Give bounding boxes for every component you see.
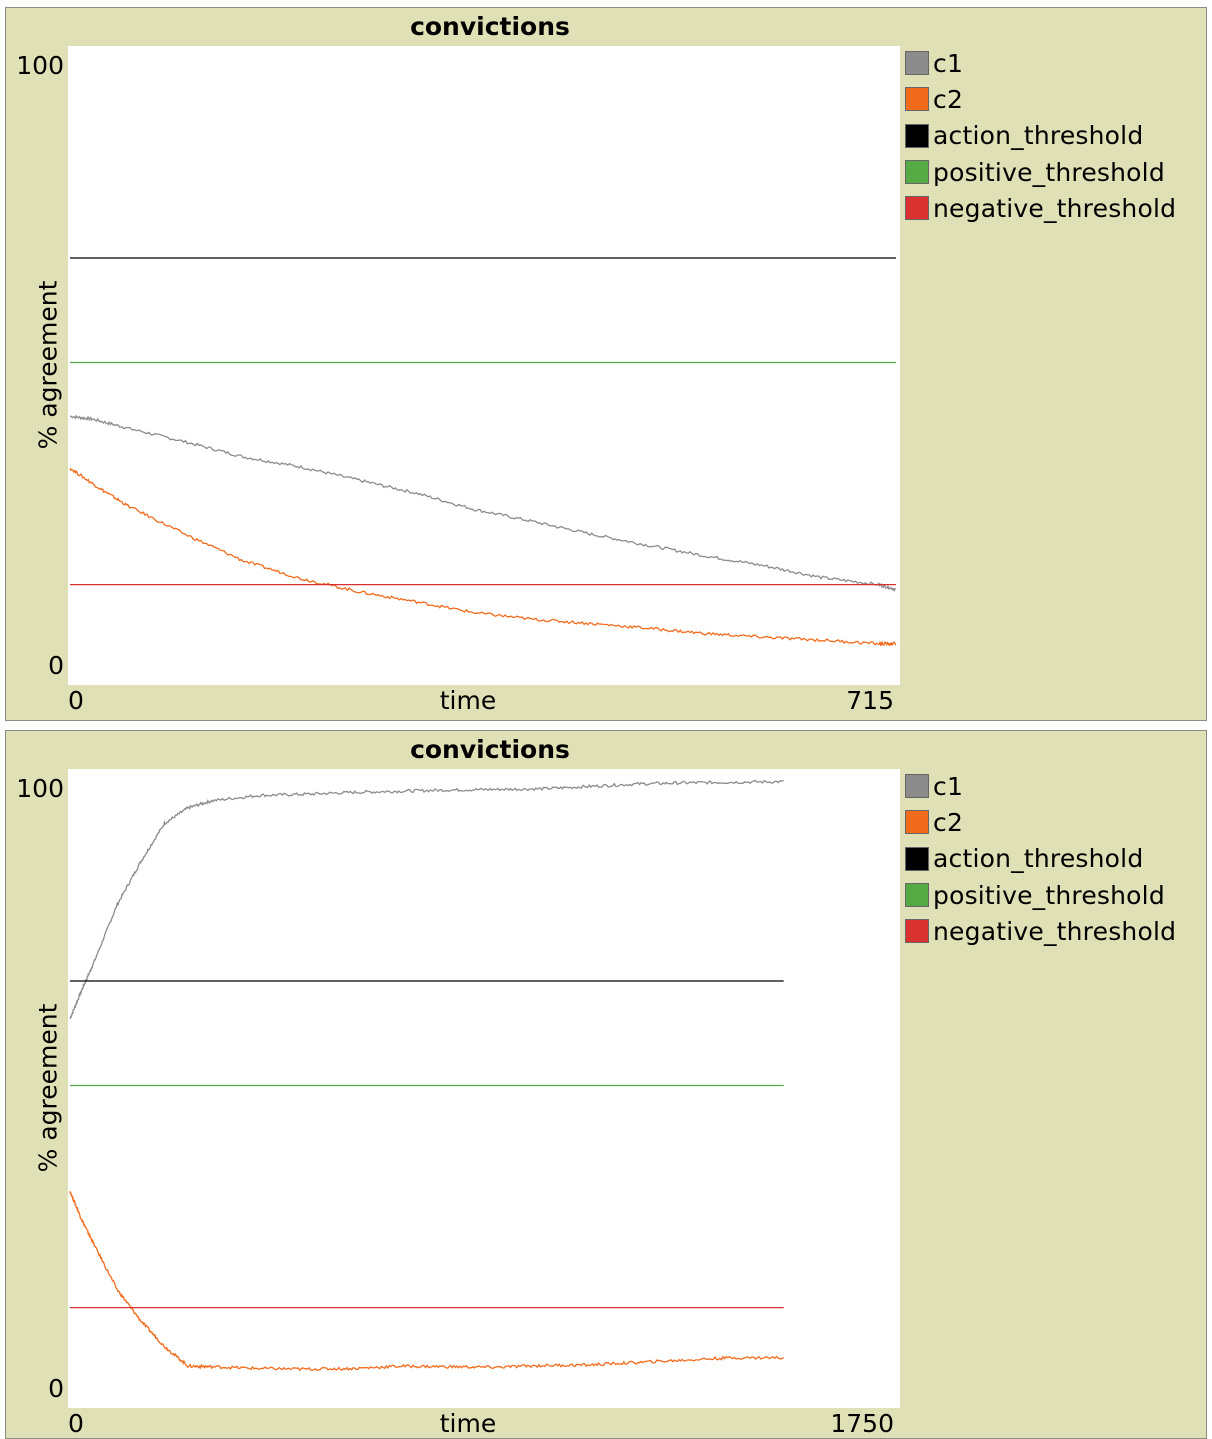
legend-swatch bbox=[905, 846, 929, 871]
y-tick-label-min: 0 bbox=[48, 1374, 64, 1403]
legend-label: negative_threshold bbox=[933, 916, 1177, 946]
y-axis-label: % agreement bbox=[33, 280, 63, 450]
chart-svg bbox=[69, 257, 897, 647]
legend-item-negative-threshold: negative_threshold bbox=[905, 913, 1176, 949]
legend-item-c1: c1 bbox=[905, 45, 1176, 81]
plot-panel-2: convictions 100 0 % agreement 0 time 175… bbox=[5, 730, 1207, 1439]
series-line-c1 bbox=[69, 414, 897, 593]
legend-swatch bbox=[905, 919, 929, 944]
legend-item-action-threshold: action_threshold bbox=[905, 841, 1176, 877]
legend-item-positive-threshold: positive_threshold bbox=[905, 877, 1176, 913]
legend-label: c1 bbox=[933, 48, 964, 78]
legend-swatch bbox=[905, 774, 929, 799]
legend-label: c1 bbox=[933, 771, 964, 801]
legend-item-negative-threshold: negative_threshold bbox=[905, 190, 1176, 226]
series-line-c1 bbox=[69, 779, 784, 1019]
legend-swatch bbox=[905, 810, 929, 835]
legend-swatch bbox=[905, 87, 929, 112]
x-tick-label-max: 1750 bbox=[830, 1409, 894, 1438]
legend-item-c1: c1 bbox=[905, 768, 1176, 804]
legend-swatch bbox=[905, 160, 929, 185]
plot-area bbox=[68, 46, 900, 685]
legend-label: action_threshold bbox=[933, 121, 1144, 151]
legend-label: negative_threshold bbox=[933, 193, 1177, 223]
chart-svg bbox=[69, 779, 785, 1372]
legend-label: action_threshold bbox=[933, 844, 1144, 874]
x-axis-label: time bbox=[439, 686, 497, 715]
x-tick-label-min: 0 bbox=[68, 686, 84, 715]
legend-swatch bbox=[905, 196, 929, 221]
legend-swatch bbox=[905, 883, 929, 908]
legend-label: c2 bbox=[933, 807, 964, 837]
x-axis-label: time bbox=[439, 1409, 497, 1438]
x-tick-label-min: 0 bbox=[68, 1409, 84, 1438]
series-line-c2 bbox=[69, 467, 897, 647]
legend-label: positive_threshold bbox=[933, 880, 1165, 910]
series-line-c2 bbox=[69, 1191, 785, 1372]
plot-area bbox=[68, 769, 900, 1408]
x-tick-label-max: 715 bbox=[846, 686, 894, 715]
legend-swatch bbox=[905, 51, 929, 76]
y-tick-label-max: 100 bbox=[16, 774, 64, 803]
y-tick-label-max: 100 bbox=[16, 51, 64, 80]
chart-title: convictions bbox=[410, 12, 570, 41]
y-axis-label: % agreement bbox=[33, 1003, 63, 1173]
legend-item-c2: c2 bbox=[905, 804, 1176, 840]
legend-swatch bbox=[905, 123, 929, 148]
plot-panel-1: convictions 100 0 % agreement 0 time 715… bbox=[5, 7, 1207, 721]
legend-label: c2 bbox=[933, 84, 964, 114]
legend-item-c2: c2 bbox=[905, 81, 1176, 117]
legend-item-positive-threshold: positive_threshold bbox=[905, 154, 1176, 190]
legend-label: positive_threshold bbox=[933, 157, 1165, 187]
legend-item-action-threshold: action_threshold bbox=[905, 118, 1176, 154]
chart-title: convictions bbox=[410, 735, 570, 764]
y-tick-label-min: 0 bbox=[48, 651, 64, 680]
